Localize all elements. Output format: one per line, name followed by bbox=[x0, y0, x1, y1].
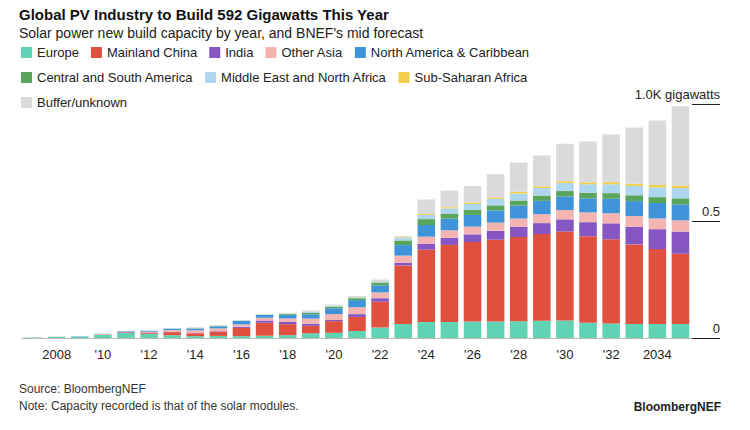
svg-text:Europe: Europe bbox=[37, 45, 79, 60]
svg-text:Middle East and North Africa: Middle East and North Africa bbox=[221, 70, 387, 85]
svg-text:Global PV Industry to Build 59: Global PV Industry to Build 592 Gigawatt… bbox=[19, 6, 389, 23]
svg-text:Source: BloombergNEF: Source: BloombergNEF bbox=[19, 382, 146, 396]
svg-text:Note: Capacity recorded is tha: Note: Capacity recorded is that of the s… bbox=[19, 399, 298, 413]
svg-text:Buffer/unknown: Buffer/unknown bbox=[37, 95, 127, 110]
svg-text:North America & Caribbean: North America & Caribbean bbox=[371, 45, 529, 60]
svg-text:'26: '26 bbox=[464, 347, 481, 362]
svg-text:'16: '16 bbox=[233, 347, 250, 362]
svg-text:Other Asia: Other Asia bbox=[281, 45, 342, 60]
svg-text:Mainland China: Mainland China bbox=[107, 45, 198, 60]
svg-text:Sub-Saharan Africa: Sub-Saharan Africa bbox=[415, 70, 529, 85]
svg-text:'10: '10 bbox=[94, 347, 111, 362]
svg-text:BloombergNEF: BloombergNEF bbox=[634, 400, 721, 414]
svg-text:'24: '24 bbox=[418, 347, 435, 362]
svg-text:2034: 2034 bbox=[643, 347, 672, 362]
svg-text:Central and South America: Central and South America bbox=[37, 70, 193, 85]
svg-text:0: 0 bbox=[713, 321, 720, 336]
svg-text:India: India bbox=[225, 45, 254, 60]
svg-text:'22: '22 bbox=[372, 347, 389, 362]
svg-text:'20: '20 bbox=[325, 347, 342, 362]
svg-text:1.0K gigawatts: 1.0K gigawatts bbox=[635, 87, 721, 102]
svg-text:0.5: 0.5 bbox=[702, 204, 720, 219]
svg-text:'30: '30 bbox=[556, 347, 573, 362]
svg-text:'32: '32 bbox=[603, 347, 620, 362]
svg-text:'18: '18 bbox=[279, 347, 296, 362]
svg-text:'14: '14 bbox=[187, 347, 204, 362]
svg-text:'12: '12 bbox=[141, 347, 158, 362]
svg-text:2008: 2008 bbox=[42, 347, 71, 362]
svg-text:'28: '28 bbox=[510, 347, 527, 362]
svg-text:Solar power new build capacity: Solar power new build capacity by year, … bbox=[19, 25, 423, 41]
